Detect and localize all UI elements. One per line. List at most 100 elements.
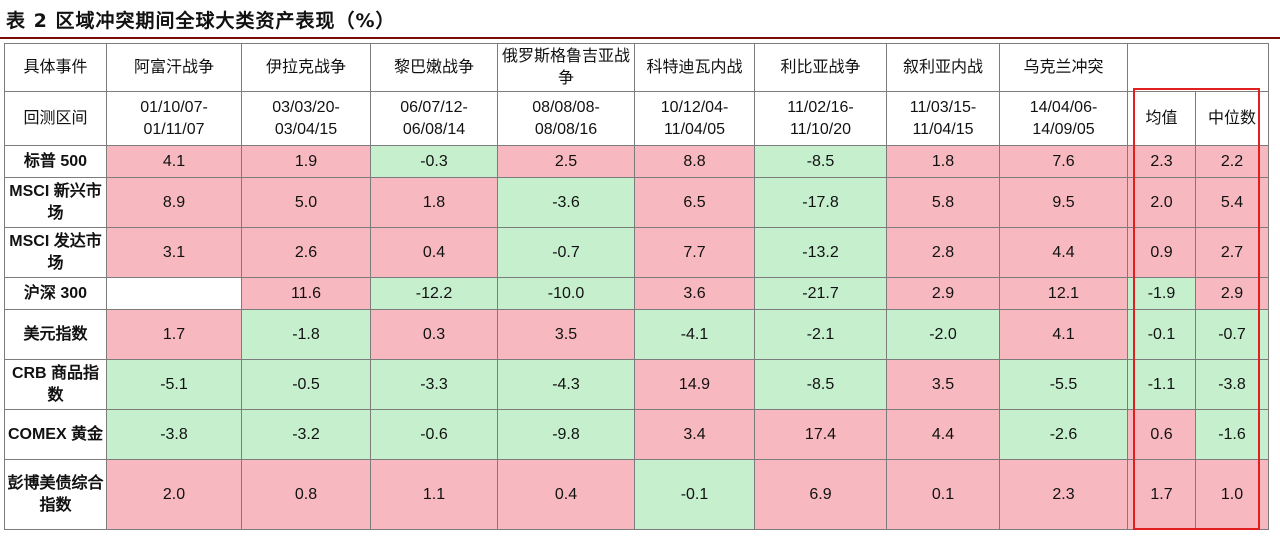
- table-row: CRB 商品指数 -5.1 -0.5 -3.3 -4.3 14.9 -8.5 3…: [4, 359, 1269, 410]
- period-cell: 08/08/08- 08/08/16: [497, 91, 635, 146]
- asset-name: 美元指数: [4, 309, 107, 360]
- value-cell: 6.5: [634, 177, 755, 228]
- value-cell: 14.9: [634, 359, 755, 410]
- mean-cell: -1.9: [1127, 277, 1196, 310]
- event-name: 伊拉克战争: [241, 43, 371, 92]
- value-cell: 0.4: [370, 227, 498, 278]
- asset-name: 彭博美债综合指数: [4, 459, 107, 530]
- period-cell: 10/12/04- 11/04/05: [634, 91, 755, 146]
- value-cell: -0.3: [370, 145, 498, 178]
- value-cell: -1.8: [241, 309, 371, 360]
- mean-cell: 2.3: [1127, 145, 1196, 178]
- value-cell: -0.5: [241, 359, 371, 410]
- median-cell: -3.8: [1195, 359, 1269, 410]
- event-label: 具体事件: [4, 43, 107, 92]
- value-cell: 3.6: [634, 277, 755, 310]
- value-cell: -12.2: [370, 277, 498, 310]
- table-row: MSCI 新兴市场 8.9 5.0 1.8 -3.6 6.5 -17.8 5.8…: [4, 177, 1269, 228]
- period-cell: 06/07/12- 06/08/14: [370, 91, 498, 146]
- period-start: 14/04/06-: [1029, 98, 1098, 116]
- median-cell: 2.9: [1195, 277, 1269, 310]
- value-cell: -21.7: [754, 277, 887, 310]
- value-cell: 8.8: [634, 145, 755, 178]
- table-row: 彭博美债综合指数 2.0 0.8 1.1 0.4 -0.1 6.9 0.1 2.…: [4, 459, 1269, 530]
- median-cell: 1.0: [1195, 459, 1269, 530]
- value-cell: 1.1: [370, 459, 498, 530]
- period-start: 08/08/08-: [532, 98, 600, 116]
- mean-cell: -1.1: [1127, 359, 1196, 410]
- period-cell: 03/03/20- 03/04/15: [241, 91, 371, 146]
- period-start: 10/12/04-: [660, 98, 729, 116]
- value-cell: 2.6: [241, 227, 371, 278]
- median-cell: -0.7: [1195, 309, 1269, 360]
- event-name: 叙利亚内战: [886, 43, 1000, 92]
- asset-name: COMEX 黄金: [4, 409, 107, 460]
- asset-name: CRB 商品指数: [4, 359, 107, 410]
- value-cell: 9.5: [999, 177, 1128, 228]
- period-end: 11/10/20: [789, 120, 852, 138]
- event-name: 黎巴嫩战争: [370, 43, 498, 92]
- median-cell: 2.2: [1195, 145, 1269, 178]
- value-cell: 3.4: [634, 409, 755, 460]
- value-cell: 2.9: [886, 277, 1000, 310]
- period-end: 11/04/05: [663, 120, 726, 138]
- value-cell: -10.0: [497, 277, 635, 310]
- value-cell: 2.3: [999, 459, 1128, 530]
- value-cell: -5.1: [106, 359, 242, 410]
- period-start: 01/10/07-: [140, 98, 208, 116]
- value-cell: -3.3: [370, 359, 498, 410]
- value-cell: 17.4: [754, 409, 887, 460]
- period-end: 03/04/15: [274, 120, 338, 138]
- value-cell: -0.7: [497, 227, 635, 278]
- mean-cell: 0.6: [1127, 409, 1196, 460]
- value-cell: -2.0: [886, 309, 1000, 360]
- value-cell: 2.0: [106, 459, 242, 530]
- value-cell: -5.5: [999, 359, 1128, 410]
- value-cell: 7.7: [634, 227, 755, 278]
- value-cell: 5.8: [886, 177, 1000, 228]
- value-cell: -13.2: [754, 227, 887, 278]
- value-cell: 4.1: [999, 309, 1128, 360]
- event-name: 乌克兰冲突: [999, 43, 1128, 92]
- value-cell: 7.6: [999, 145, 1128, 178]
- value-cell: 2.8: [886, 227, 1000, 278]
- event-name: 利比亚战争: [754, 43, 887, 92]
- mean-cell: 0.9: [1127, 227, 1196, 278]
- event-name: 俄罗斯格鲁吉亚战争: [497, 43, 635, 92]
- period-end: 08/08/16: [534, 120, 598, 138]
- value-cell: 1.8: [370, 177, 498, 228]
- period-start: 03/03/20-: [272, 98, 340, 116]
- value-cell: 5.0: [241, 177, 371, 228]
- period-label: 回测区间: [4, 91, 107, 146]
- period-end: 01/11/07: [143, 120, 205, 138]
- value-cell: -8.5: [754, 145, 887, 178]
- value-cell: 12.1: [999, 277, 1128, 310]
- value-cell: 0.1: [886, 459, 1000, 530]
- table-row: 沪深 300 11.6 -12.2 -10.0 3.6 -21.7 2.9 12…: [4, 277, 1269, 310]
- value-cell: 1.9: [241, 145, 371, 178]
- asset-name: MSCI 发达市场: [4, 227, 107, 278]
- event-header-row: 具体事件 阿富汗战争 伊拉克战争 黎巴嫩战争 俄罗斯格鲁吉亚战争 科特迪瓦内战 …: [4, 43, 1269, 92]
- value-cell: 0.4: [497, 459, 635, 530]
- table-row: 标普 500 4.1 1.9 -0.3 2.5 8.8 -8.5 1.8 7.6…: [4, 145, 1269, 178]
- asset-name: 沪深 300: [4, 277, 107, 310]
- event-name: 科特迪瓦内战: [634, 43, 755, 92]
- value-cell: -8.5: [754, 359, 887, 410]
- asset-performance-table: 具体事件 阿富汗战争 伊拉克战争 黎巴嫩战争 俄罗斯格鲁吉亚战争 科特迪瓦内战 …: [4, 43, 1269, 530]
- table-row: COMEX 黄金 -3.8 -3.2 -0.6 -9.8 3.4 17.4 4.…: [4, 409, 1269, 460]
- value-cell: 2.5: [497, 145, 635, 178]
- median-cell: 2.7: [1195, 227, 1269, 278]
- value-cell: 3.1: [106, 227, 242, 278]
- value-cell: 4.4: [886, 409, 1000, 460]
- value-cell: -2.1: [754, 309, 887, 360]
- value-cell: 1.8: [886, 145, 1000, 178]
- value-cell: -0.6: [370, 409, 498, 460]
- value-cell: 4.1: [106, 145, 242, 178]
- period-header-row: 回测区间 01/10/07- 01/11/07 03/03/20- 03/04/15…: [4, 91, 1269, 146]
- period-end: 06/08/14: [402, 120, 466, 138]
- title-divider: [0, 37, 1280, 39]
- value-cell: -17.8: [754, 177, 887, 228]
- value-cell: -3.6: [497, 177, 635, 228]
- asset-name: MSCI 新兴市场: [4, 177, 107, 228]
- value-cell: -3.2: [241, 409, 371, 460]
